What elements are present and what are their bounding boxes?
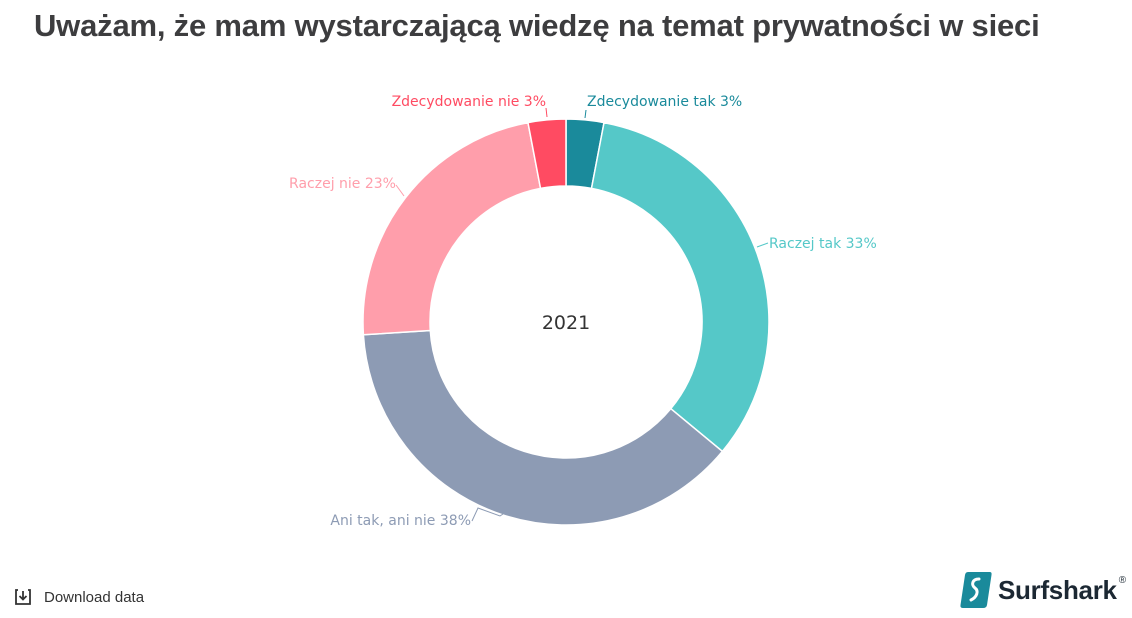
surfshark-shark-icon [960, 572, 992, 608]
slice-label: Raczej tak 33% [769, 236, 877, 252]
donut-slice-raczej-tak[interactable] [590, 121, 770, 453]
donut-slices [362, 118, 770, 526]
center-year-label: 2021 [542, 312, 590, 334]
download-icon [15, 589, 31, 605]
surfshark-logo: Surfshark ® [960, 572, 1130, 608]
label-leader-line [756, 242, 769, 248]
slice-labels: Zdecydowanie tak 3% Raczej tak 33% Ani tak… [289, 94, 877, 529]
donut-slice-raczej-nie[interactable] [362, 121, 542, 336]
label-leader-line [584, 109, 587, 119]
label-leader-line [545, 107, 548, 118]
donut-slice-zdecydowanie-nie[interactable] [527, 118, 567, 190]
brand-name: Surfshark [998, 574, 1117, 605]
slice-label: Raczej nie 23% [289, 176, 396, 192]
download-data-label: Download data [44, 588, 145, 606]
slice-label: Ani tak, ani nie 38% [330, 513, 471, 529]
slice-label: Zdecydowanie nie 3% [392, 94, 546, 110]
download-data-button[interactable]: Download data [14, 588, 144, 606]
chart-title: Uważam, że mam wystarczającą wiedzę na t… [34, 8, 1040, 43]
slice-label: Zdecydowanie tak 3% [587, 94, 742, 110]
registered-mark: ® [1118, 574, 1127, 586]
label-leader-line [395, 184, 405, 197]
donut-slice-ani-tak-ani-nie[interactable] [362, 329, 724, 526]
label-leader-line [471, 507, 504, 522]
